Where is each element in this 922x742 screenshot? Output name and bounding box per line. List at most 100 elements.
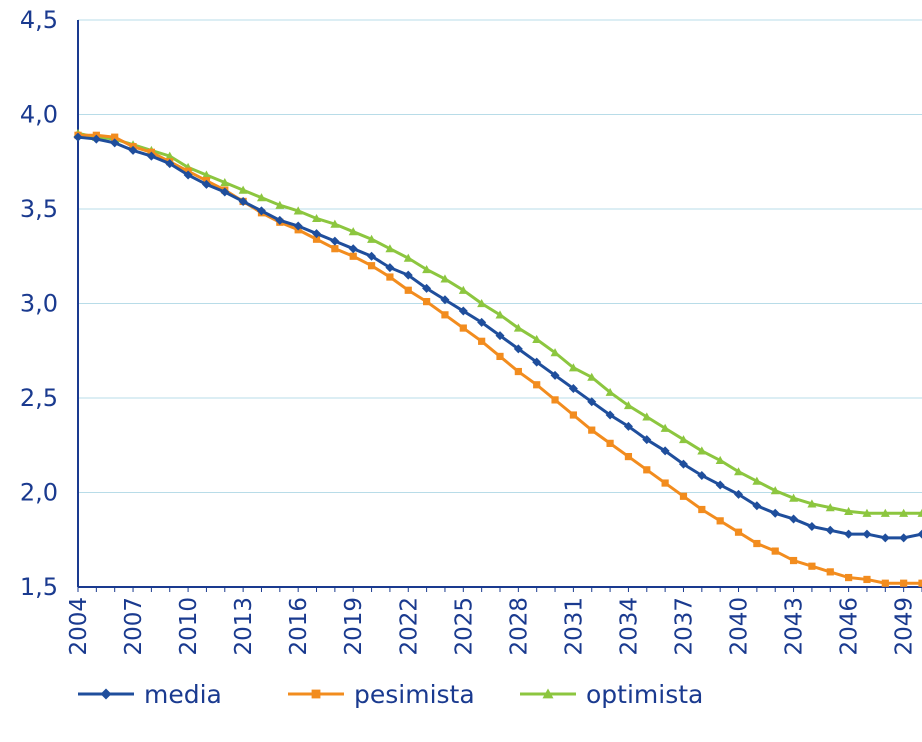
data-point-media	[715, 480, 725, 490]
data-point-media	[532, 357, 542, 367]
y-tick-label: 3,5	[20, 195, 58, 223]
data-point-pesimista	[845, 573, 853, 582]
data-point-media	[844, 529, 854, 539]
data-point-pesimista	[606, 439, 614, 447]
data-point-optimista	[862, 508, 872, 517]
data-point-media	[440, 295, 450, 305]
data-point-optimista	[660, 423, 670, 432]
data-point-media	[734, 489, 744, 499]
data-point-pesimista	[478, 337, 486, 345]
data-point-pesimista	[533, 381, 541, 389]
x-tick-label: 2022	[396, 597, 422, 656]
data-point-media	[256, 206, 266, 216]
data-point-media	[293, 221, 303, 231]
data-point-optimista	[880, 508, 890, 517]
legend-item-pesimista: pesimista	[288, 680, 475, 709]
data-point-optimista	[422, 264, 432, 274]
data-point-pesimista	[734, 528, 743, 536]
data-point-optimista	[550, 348, 560, 357]
data-point-media	[770, 508, 780, 518]
data-point-optimista	[917, 508, 922, 517]
data-point-media	[312, 229, 322, 239]
data-point-optimista	[770, 486, 780, 495]
axes	[77, 20, 922, 592]
data-point-pesimista	[881, 579, 889, 587]
data-point-media	[495, 331, 505, 341]
x-tick-label: 2007	[121, 597, 147, 656]
x-tick-label: 2025	[451, 597, 477, 656]
data-point-media	[642, 435, 652, 445]
data-point-media	[899, 533, 909, 543]
data-point-optimista	[275, 200, 285, 209]
data-point-media	[128, 145, 138, 155]
data-point-optimista	[367, 234, 377, 243]
legend-marker-optimista	[542, 688, 554, 699]
data-point-media	[568, 384, 578, 394]
data-point-pesimista	[423, 298, 431, 306]
data-point-optimista	[403, 253, 413, 262]
data-point-pesimista	[367, 262, 376, 270]
legend-marker-media	[100, 688, 112, 700]
data-point-media	[275, 215, 285, 225]
data-point-optimista	[256, 193, 266, 202]
data-point-optimista	[807, 499, 817, 508]
x-tick-label: 2004	[66, 597, 92, 656]
data-point-media	[513, 344, 523, 354]
data-point-optimista	[293, 206, 303, 215]
data-point-media	[403, 270, 413, 280]
data-point-optimista	[825, 503, 835, 512]
y-tick-label: 2,0	[20, 479, 58, 507]
x-tick-label: 2040	[727, 597, 753, 656]
data-point-optimista	[201, 170, 211, 179]
x-tick-label: 2019	[341, 597, 367, 656]
data-point-pesimista	[661, 479, 669, 487]
x-tick-label: 2049	[892, 597, 918, 656]
y-tick-label: 3,0	[20, 290, 58, 318]
y-tick-label: 4,0	[20, 101, 58, 129]
data-point-pesimista	[551, 396, 559, 404]
data-point-media	[73, 132, 83, 142]
data-point-media	[367, 251, 377, 261]
data-point-media	[110, 138, 120, 148]
data-point-optimista	[568, 363, 578, 372]
data-point-optimista	[532, 334, 542, 344]
data-point-optimista	[899, 508, 909, 517]
series-optimista	[73, 128, 922, 517]
data-point-media	[201, 179, 211, 189]
data-point-optimista	[642, 412, 652, 421]
data-point-media	[550, 370, 560, 380]
data-point-media	[183, 170, 193, 180]
data-point-pesimista	[312, 235, 321, 243]
data-point-pesimista	[624, 452, 633, 461]
data-point-pesimista	[569, 411, 577, 419]
legend-marker-pesimista	[311, 689, 321, 699]
data-point-pesimista	[918, 579, 922, 587]
data-point-optimista	[495, 310, 505, 319]
legend-item-optimista: optimista	[520, 680, 703, 709]
data-point-optimista	[513, 323, 523, 332]
series-line-optimista	[77, 131, 922, 515]
data-point-optimista	[697, 446, 707, 455]
data-point-media	[862, 529, 872, 539]
x-tick-label: 2031	[561, 597, 587, 656]
data-point-media	[220, 187, 230, 197]
data-point-pesimista	[716, 517, 724, 525]
x-tick-label: 2010	[176, 597, 202, 656]
legend-label-optimista: optimista	[586, 680, 703, 709]
data-point-media	[880, 533, 890, 543]
data-point-media	[165, 159, 175, 169]
data-point-optimista	[789, 493, 799, 502]
data-point-media	[91, 134, 101, 144]
y-tick-label: 1,5	[20, 573, 58, 601]
x-tick-label: 2013	[231, 597, 257, 656]
data-point-pesimista	[826, 568, 834, 576]
legend-label-pesimista: pesimista	[354, 680, 475, 709]
data-point-pesimista	[771, 547, 779, 555]
data-point-pesimista	[404, 286, 412, 294]
x-tick-label: 2037	[671, 597, 697, 656]
data-point-pesimista	[111, 133, 119, 141]
data-point-pesimista	[789, 556, 798, 565]
data-point-pesimista	[863, 575, 871, 584]
legend-label-media: media	[144, 680, 222, 709]
data-point-media	[385, 263, 395, 273]
